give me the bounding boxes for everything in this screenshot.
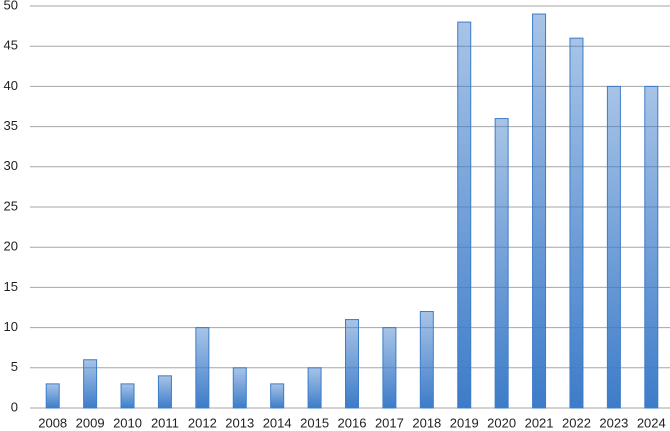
x-tick-label: 2017 <box>375 415 404 430</box>
x-tick-label: 2012 <box>188 415 217 430</box>
y-tick-label: 30 <box>4 158 18 173</box>
x-tick-label: 2011 <box>151 415 179 430</box>
y-tick-label: 20 <box>4 239 18 254</box>
bar <box>494 118 509 409</box>
bar <box>382 327 397 409</box>
bar <box>307 367 322 409</box>
bar <box>120 383 135 409</box>
x-tick-label: 2021 <box>525 415 554 430</box>
bar <box>457 21 472 409</box>
y-tick-label: 0 <box>11 399 18 414</box>
bar <box>644 85 659 409</box>
bar <box>45 383 60 409</box>
x-tick-label: 2014 <box>263 415 292 430</box>
x-tick-label: 2023 <box>599 415 628 430</box>
y-tick-label: 10 <box>4 319 18 334</box>
x-tick-label: 2013 <box>225 415 254 430</box>
bar <box>270 383 285 409</box>
bar <box>419 311 434 409</box>
x-tick-label: 2019 <box>450 415 479 430</box>
y-tick-label: 5 <box>11 359 18 374</box>
bar <box>569 37 584 409</box>
x-tick-label: 2022 <box>562 415 591 430</box>
bar <box>83 359 98 409</box>
x-tick-label: 2008 <box>38 415 67 430</box>
y-tick-label: 45 <box>4 38 18 53</box>
bar <box>532 13 547 409</box>
y-tick-label: 40 <box>4 78 18 93</box>
bar <box>345 319 359 409</box>
x-tick-label: 2018 <box>412 415 441 430</box>
y-tick-label: 25 <box>4 198 18 213</box>
x-tick-label: 2015 <box>300 415 329 430</box>
y-tick-label: 35 <box>4 118 18 133</box>
x-tick-label: 2016 <box>338 415 367 430</box>
x-tick-label: 2024 <box>637 415 666 430</box>
y-tick-label: 50 <box>4 0 18 12</box>
bar <box>157 375 172 409</box>
bar <box>232 367 247 409</box>
y-tick-label: 15 <box>4 279 18 294</box>
x-tick-label: 2020 <box>487 415 516 430</box>
x-tick-label: 2010 <box>113 415 142 430</box>
bar <box>195 327 210 409</box>
x-tick-label: 2009 <box>76 415 105 430</box>
bar <box>606 85 621 409</box>
